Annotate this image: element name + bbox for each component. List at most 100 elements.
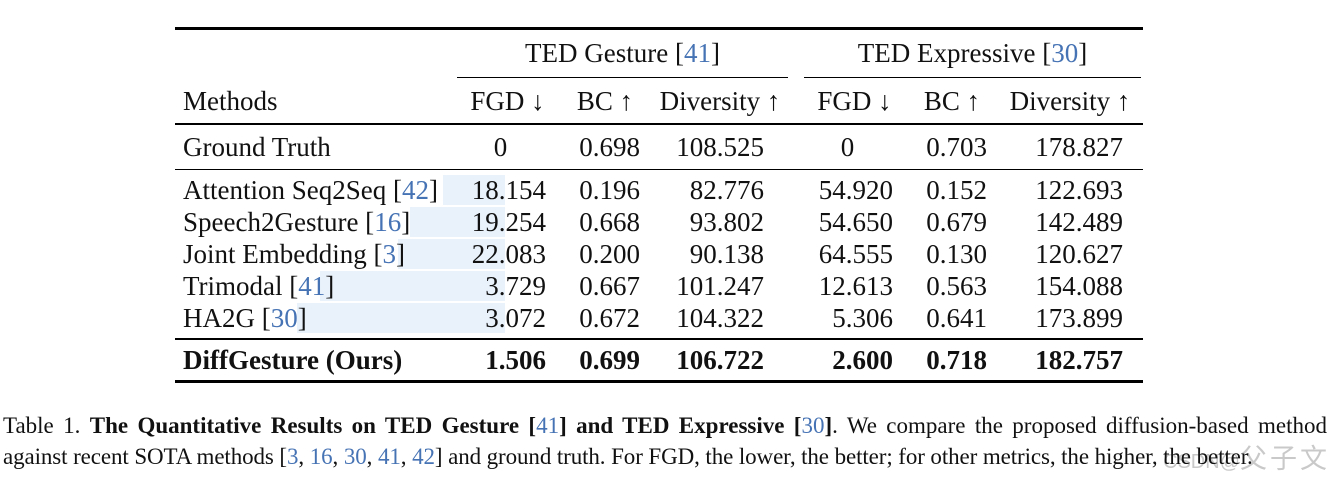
metric-value-cell: 19.254: [471, 206, 546, 237]
metric-value-cell: 18.154: [471, 174, 546, 205]
method-name-cell: DiffGesture (Ours): [175, 345, 455, 376]
metric-column-header: Diversity ↑: [1009, 85, 1131, 116]
citation-link[interactable]: 16: [309, 444, 333, 469]
table-row: Joint Embedding [3] 22.083 0.200 90.138 64.5…: [175, 238, 1143, 270]
citation-link[interactable]: 3: [286, 444, 299, 469]
text-segment: Trimodal [: [183, 270, 299, 301]
table-row: HA2G [30] 3.072 0.672 104.322 5.306 0.641 173.…: [175, 302, 1143, 334]
citation-link[interactable]: 30: [1051, 38, 1079, 68]
results-table: TED Gesture [41] TED Expressive [30] Met…: [175, 27, 1143, 383]
text-segment: ]: [710, 38, 720, 68]
citation-link[interactable]: 3: [382, 238, 396, 269]
text-segment: against recent SOTA methods [: [3, 444, 287, 469]
group-header-row: TED Gesture [41] TED Expressive [30]: [175, 30, 1143, 77]
row-highlight: [443, 175, 505, 205]
metric-value-cell: 0.152: [926, 174, 987, 205]
table-row: DiffGesture (Ours) 1.506 0.699 106.722 2.600…: [175, 340, 1143, 380]
ground-truth-rule: [175, 169, 1143, 170]
row-highlight: [297, 303, 505, 333]
citation-link[interactable]: 41: [298, 270, 326, 301]
text-segment: Ground Truth: [183, 131, 331, 162]
text-segment: ]: [824, 413, 833, 438]
row-highlight: [398, 239, 505, 269]
metric-value-cell: 5.306: [832, 302, 893, 333]
text-segment: The Quantitative Results on TED Gesture …: [89, 413, 537, 438]
ours-rule: [175, 338, 1143, 340]
metric-value-cell: 0.698: [579, 131, 640, 162]
metric-value-cell: 0: [840, 131, 855, 162]
metric-value-cell: 90.138: [689, 238, 764, 269]
text-segment: TED Expressive [: [857, 38, 1052, 68]
metric-value-cell: 0.667: [579, 270, 640, 301]
text-segment: ,: [332, 444, 344, 469]
method-name-cell: Ground Truth: [175, 132, 455, 163]
header-rule: [175, 123, 1143, 125]
text-segment: TED Gesture [: [525, 38, 684, 68]
top-rule: [175, 27, 1143, 30]
metric-value-cell: 0: [493, 131, 508, 162]
text-segment: ,: [400, 444, 413, 469]
citation-link[interactable]: 42: [401, 174, 429, 205]
metric-column-header: FGD ↓: [817, 85, 892, 116]
citation-link[interactable]: 30: [270, 302, 298, 333]
method-name-cell: HA2G [30]: [175, 303, 455, 334]
metric-value-cell: 3.072: [485, 302, 546, 333]
citation-link[interactable]: 41: [683, 38, 711, 68]
metric-column-header: BC ↑: [576, 85, 634, 116]
text-segment: ]: [401, 206, 411, 237]
methods-column-header: Methods: [183, 85, 278, 116]
citation-link[interactable]: 41: [536, 413, 560, 438]
metric-value-cell: 2.600: [832, 344, 893, 375]
csdn-watermark: CSDN@父子文: [1163, 437, 1330, 476]
metric-value-cell: 22.083: [471, 238, 546, 269]
metric-value-cell: 1.506: [485, 344, 546, 375]
method-name-cell: Speech2Gesture [16]: [175, 207, 455, 238]
text-segment: HA2G [: [183, 302, 271, 333]
text-segment: ]: [428, 174, 438, 205]
table-row: Trimodal [41] 3.729 0.667 101.247 12.613 0.56…: [175, 270, 1143, 302]
citation-link[interactable]: 41: [377, 444, 401, 469]
table-caption: Table 1. The Quantitative Results on TED…: [3, 410, 1327, 472]
metric-value-cell: 0.200: [579, 238, 640, 269]
table-row: Attention Seq2Seq [42] 18.154 0.196 82.776 5…: [175, 174, 1143, 206]
metric-value-cell: 104.322: [676, 302, 764, 333]
text-segment: Joint Embedding [: [183, 238, 383, 269]
text-segment: ,: [366, 444, 378, 469]
metric-value-cell: 0.672: [579, 302, 640, 333]
citation-link[interactable]: 30: [343, 444, 367, 469]
method-name-cell: Trimodal [41]: [175, 271, 455, 302]
ground-truth-section: Ground Truth 0 0.698 108.525 0 0.703 178.827: [175, 125, 1143, 169]
metric-value-cell: 64.555: [818, 238, 893, 269]
metric-value-cell: 0.699: [579, 344, 640, 375]
column-header-row: Methods FGD ↓ BC ↑ Diversity ↑ FGD ↓ BC ↑ Div…: [175, 79, 1143, 123]
caption-line-1: Table 1. The Quantitative Results on TED…: [3, 410, 1327, 441]
watermark-prefix: CSDN@: [1163, 451, 1240, 473]
text-segment: ]: [1078, 38, 1088, 68]
text-segment: ] and TED Expressive [: [559, 413, 802, 438]
metric-value-cell: 173.899: [1035, 302, 1123, 333]
table-row: Speech2Gesture [16] 19.254 0.668 93.802 54.6…: [175, 206, 1143, 238]
metric-value-cell: 101.247: [676, 270, 764, 301]
group-underlines: [175, 77, 1143, 79]
metric-value-cell: 3.729: [485, 270, 546, 301]
metric-value-cell: 154.088: [1035, 270, 1123, 301]
cmidrule-ted-gesture: [457, 77, 788, 79]
metric-column-header: FGD ↓: [470, 85, 545, 116]
citation-link[interactable]: 16: [374, 206, 402, 237]
metric-value-cell: 120.627: [1035, 238, 1123, 269]
caption-line-2: against recent SOTA methods [3, 16, 30, …: [3, 441, 1327, 472]
citation-link[interactable]: 42: [412, 444, 435, 469]
text-segment: ]: [297, 302, 307, 333]
table-row: Ground Truth 0 0.698 108.525 0 0.703 178.827: [175, 125, 1143, 169]
text-segment: Attention Seq2Seq [: [183, 174, 402, 205]
metric-value-cell: 0.703: [926, 131, 987, 162]
text-segment: DiffGesture (Ours): [183, 344, 403, 375]
metric-value-cell: 0.563: [926, 270, 987, 301]
citation-link[interactable]: 30: [801, 413, 825, 438]
text-segment: Speech2Gesture [: [183, 206, 375, 237]
group-header-ted-expressive: TED Expressive [30]: [802, 38, 1143, 69]
metric-value-cell: 54.920: [818, 174, 893, 205]
text-segment: Table 1.: [3, 413, 90, 438]
metric-value-cell: 54.650: [818, 206, 893, 237]
